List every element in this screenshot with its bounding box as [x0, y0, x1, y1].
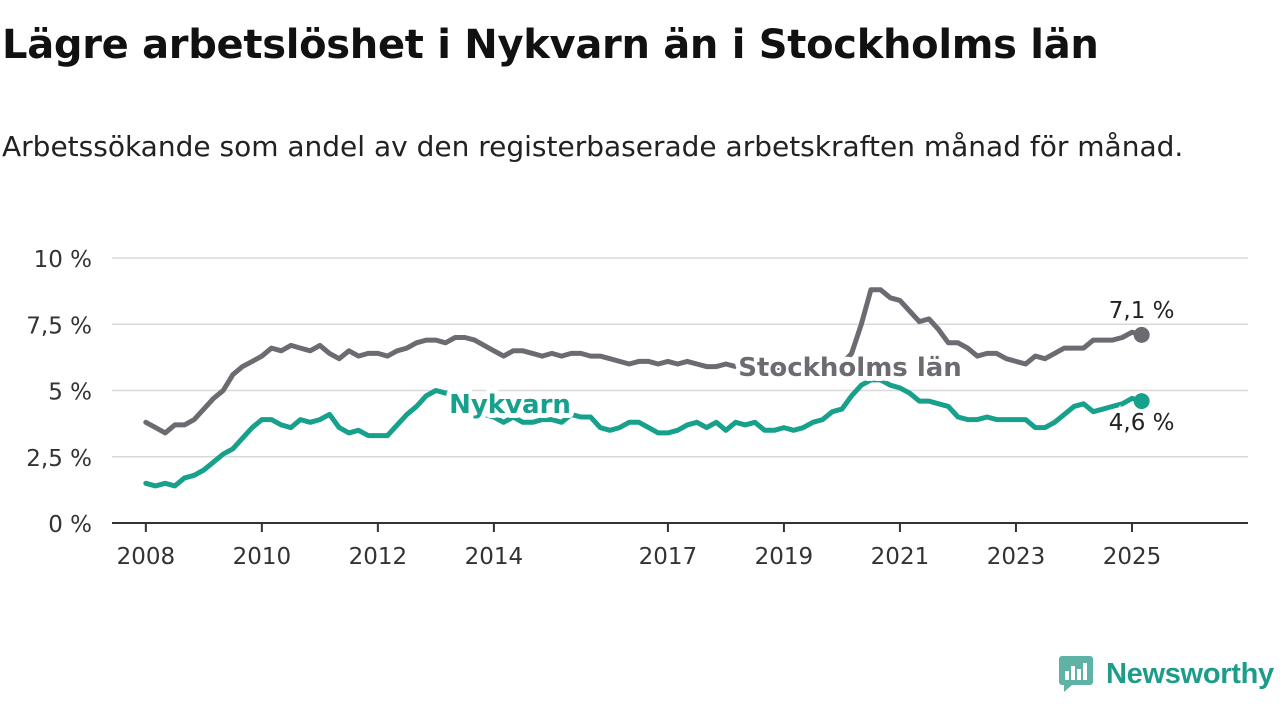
x-tick-label: 2010	[233, 544, 292, 570]
series-end-label-1: 4,6 %	[1109, 410, 1175, 436]
series-lines	[143, 287, 1145, 489]
x-tick-label: 2019	[755, 544, 814, 570]
newsworthy-logo: Newsworthy	[1058, 654, 1274, 694]
series-labels: Stockholms län Nykvarn 7,1 % 4,6 %	[444, 295, 1177, 439]
y-tick-label: 5 %	[48, 380, 92, 406]
y-tick-label: 10 %	[34, 247, 92, 273]
y-tick-label: 7,5 %	[26, 313, 92, 339]
x-tick-label: 2021	[871, 544, 930, 570]
x-tick-label: 2008	[117, 544, 176, 570]
series-line-1	[143, 377, 1145, 489]
series-line-0	[143, 287, 1145, 436]
chart-subtitle: Arbetssökande som andel av den registerb…	[2, 130, 1184, 163]
x-tick-label: 2025	[1103, 544, 1162, 570]
x-tick-label: 2023	[987, 544, 1046, 570]
series-endpoint-1	[1133, 393, 1150, 410]
x-tick-label: 2012	[349, 544, 408, 570]
x-tick-label: 2014	[465, 544, 524, 570]
y-tick-label: 0 %	[48, 512, 92, 538]
y-axis-ticks: 0 % 2,5 % 5 % 7,5 % 10 %	[26, 247, 92, 538]
series-end-label-0: 7,1 %	[1109, 298, 1175, 324]
brand-name: Newsworthy	[1106, 657, 1274, 690]
series-name-label-1: Nykvarn	[449, 390, 571, 420]
newsworthy-logo-icon	[1059, 656, 1093, 692]
grid-lines	[112, 257, 1248, 458]
series-endpoint-0	[1133, 326, 1150, 343]
x-tick-label: 2017	[639, 544, 698, 570]
y-tick-label: 2,5 %	[26, 446, 92, 472]
chart-title: Lägre arbetslöshet i Nykvarn än i Stockh…	[2, 22, 1099, 68]
x-axis-ticks: 2008 2010 2012 2014 2017 2019 2021 2023 2025	[112, 522, 1248, 570]
series-name-label-0: Stockholms län	[738, 353, 962, 383]
